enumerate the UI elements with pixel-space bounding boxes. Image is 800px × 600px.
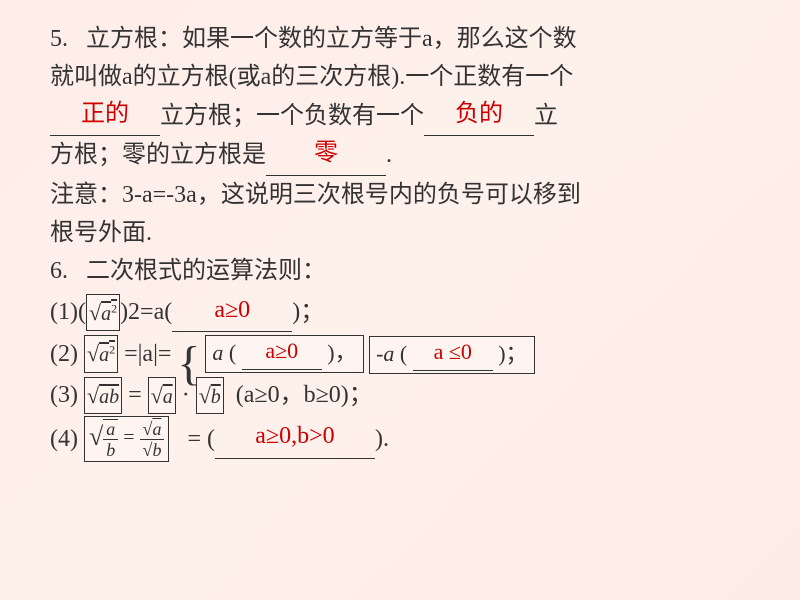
answer-negative: 负的 [455, 101, 503, 127]
section6-title-line: 6. 二次根式的运算法则： [50, 252, 760, 290]
item3-sqrt-ab: √ab [84, 377, 122, 414]
item3-cond: (a≥0，b≥0)； [236, 376, 373, 414]
note-text2: 根号外面. [50, 220, 152, 246]
item3-row: (3) √ab = √a · √b (a≥0，b≥0)； [50, 376, 760, 414]
item1-end: )； [292, 293, 324, 331]
blank-zero: 零 [266, 136, 386, 175]
item2-brace: { a ( a≥0 )， -a ( a ≤0 )； [177, 334, 534, 374]
text-after-blank2: 立 [534, 103, 558, 129]
text-after-blank1: 立方根；一个负数有一个 [160, 103, 424, 129]
blank-positive: 正的 [50, 97, 160, 136]
section6-title: 二次根式的运算法则： [86, 258, 326, 284]
item2-abs: |a| [138, 335, 158, 373]
item2-eq1: = [124, 335, 138, 373]
case2-box: -a ( a ≤0 )； [369, 336, 534, 374]
document-content: 5. 立方根：如果一个数的立方等于a，那么这个数 就叫做a的立方根(或a的三次方… [0, 0, 800, 484]
answer-positive: 正的 [81, 101, 129, 127]
section5-note-line2: 根号外面. [50, 214, 760, 252]
case1-answer: a≥0 [265, 338, 298, 363]
item1-answer: a≥0 [214, 297, 250, 323]
case1-box: a ( a≥0 )， [205, 335, 363, 373]
answer-zero: 零 [314, 140, 338, 166]
item3-sqrt-a: √a [148, 377, 176, 414]
item4-label: (4) [50, 420, 78, 458]
item2-eq2: = [158, 335, 172, 373]
item4-end: ). [375, 420, 389, 458]
note-text1: 3-a=-3a，这说明三次根号内的负号可以移到 [122, 182, 581, 208]
section5-line3: 正的 立方根；一个负数有一个 负的 立 [50, 97, 760, 136]
item1-row: (1)( √a2 )2=a( a≥0 )； [50, 293, 760, 332]
section5-line2: 就叫做a的立方根(或a的三次方根).一个正数有一个 [50, 58, 760, 96]
section5-note-line1: 注意：3-a=-3a，这说明三次根号内的负号可以移到 [50, 176, 760, 214]
section5-text1: 立方根：如果一个数的立方等于a，那么这个数 [86, 26, 577, 52]
brace-symbol: { [177, 334, 200, 394]
item2-label: (2) [50, 335, 78, 373]
item1-after: )2=a( [120, 293, 172, 331]
item2-sqrt: √a2 [84, 335, 118, 372]
section6-number: 6. [50, 258, 68, 284]
item4-eq: = ( [187, 420, 215, 458]
text-line4-part1: 方根；零的立方根是 [50, 142, 266, 168]
item1-label: (1)( [50, 293, 86, 331]
item1-sqrt: √a2 [86, 294, 120, 331]
item4-sqrt-frac: √ a b = √a √b [84, 416, 169, 462]
section5-line1: 5. 立方根：如果一个数的立方等于a，那么这个数 [50, 20, 760, 58]
blank-negative: 负的 [424, 97, 534, 136]
item3-label: (3) [50, 376, 78, 414]
item3-eq: = [128, 376, 142, 414]
item2-row: (2) √a2 = |a| = { a ( a≥0 )， -a ( a ≤0 )… [50, 334, 760, 374]
section5-number: 5. [50, 26, 68, 52]
section5-line4: 方根；零的立方根是 零. [50, 136, 760, 175]
item4-answer: a≥0,b>0 [255, 423, 334, 449]
item1-blank: a≥0 [172, 293, 292, 332]
item4-row: (4) √ a b = √a √b = ( a≥0,b>0 ). [50, 416, 760, 462]
case2-answer: a ≤0 [434, 339, 472, 364]
text-line4-end: . [386, 142, 392, 168]
note-label: 注意： [50, 182, 122, 208]
section5-text2: 就叫做a的立方根(或a的三次方根).一个正数有一个 [50, 64, 573, 90]
item4-blank: a≥0,b>0 [215, 419, 375, 458]
